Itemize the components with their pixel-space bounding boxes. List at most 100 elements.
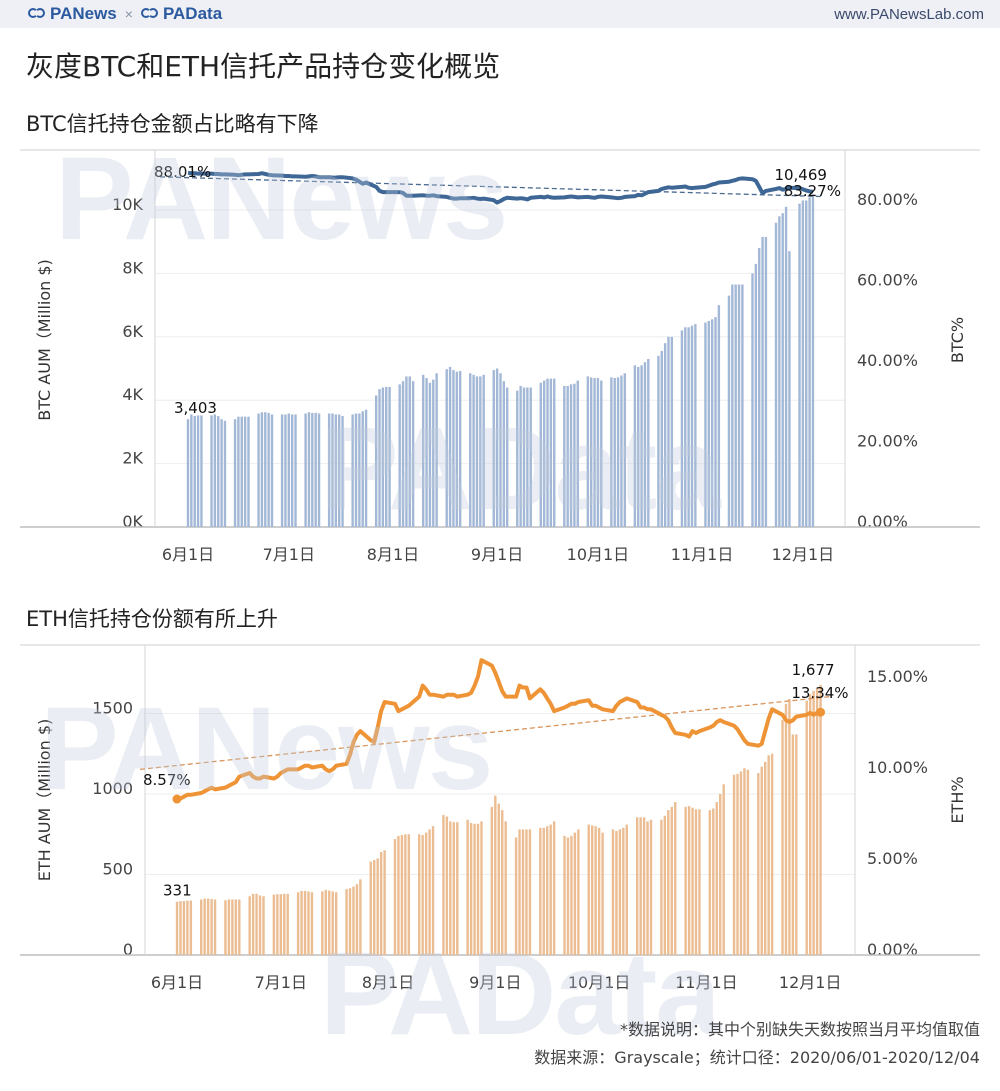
bar bbox=[448, 366, 452, 527]
bar bbox=[186, 419, 190, 527]
bar bbox=[767, 755, 770, 955]
panews-logo-icon bbox=[28, 8, 46, 20]
bar bbox=[411, 381, 415, 527]
bar bbox=[691, 807, 694, 955]
line-start-marker bbox=[172, 794, 182, 804]
bar bbox=[722, 784, 725, 955]
bar bbox=[539, 827, 542, 955]
bar bbox=[563, 835, 566, 955]
bar bbox=[374, 395, 378, 527]
bar bbox=[287, 413, 290, 527]
bar bbox=[243, 416, 247, 527]
bar bbox=[304, 413, 307, 527]
bar bbox=[506, 387, 509, 527]
bar bbox=[698, 809, 701, 955]
bar bbox=[381, 387, 385, 527]
bar bbox=[314, 412, 317, 527]
bar bbox=[714, 317, 717, 527]
bar bbox=[492, 370, 495, 527]
bar bbox=[247, 416, 250, 527]
bar bbox=[435, 373, 438, 527]
bar bbox=[284, 414, 287, 527]
bar bbox=[442, 814, 445, 955]
bar bbox=[345, 888, 348, 955]
bar bbox=[267, 412, 270, 527]
share-line bbox=[187, 170, 814, 205]
bar bbox=[341, 416, 344, 527]
bar bbox=[257, 413, 260, 527]
bar bbox=[573, 383, 576, 527]
bar bbox=[501, 810, 504, 955]
y-left-tick-label: 6K bbox=[122, 322, 143, 341]
bar bbox=[552, 821, 556, 955]
bar bbox=[338, 414, 341, 527]
bar bbox=[376, 858, 379, 955]
bar bbox=[400, 835, 404, 955]
bar bbox=[233, 419, 237, 527]
y-right-tick-label: 0.00% bbox=[867, 940, 918, 959]
btc-chart-title: BTC信托持仓金额占比略有下降 bbox=[26, 112, 319, 136]
bar bbox=[425, 378, 428, 527]
bar bbox=[354, 413, 358, 527]
bar bbox=[741, 284, 744, 527]
bar bbox=[553, 378, 556, 527]
bar bbox=[307, 891, 310, 955]
brand-logos: PANews × PAData bbox=[28, 4, 222, 24]
bar bbox=[283, 893, 286, 955]
bar bbox=[542, 827, 545, 955]
bar bbox=[251, 893, 255, 955]
bar bbox=[286, 893, 289, 955]
bar bbox=[805, 700, 808, 955]
bar bbox=[393, 839, 397, 955]
y-right-tick-label: 40.00% bbox=[857, 351, 918, 370]
bar bbox=[479, 376, 482, 527]
bar bbox=[795, 734, 798, 955]
bar bbox=[566, 385, 569, 527]
y-left-axis-title: ETH AUM（Million $) bbox=[35, 719, 54, 882]
brand-separator: × bbox=[124, 6, 133, 22]
bar bbox=[502, 381, 506, 527]
bar bbox=[203, 898, 206, 955]
line-start-label: 88.01% bbox=[154, 163, 211, 181]
bar bbox=[719, 794, 722, 955]
bar bbox=[643, 362, 647, 527]
bar bbox=[712, 808, 715, 955]
x-tick-label: 9月1日 bbox=[471, 545, 523, 564]
bar bbox=[210, 898, 213, 955]
bar bbox=[528, 829, 532, 955]
bar bbox=[379, 851, 383, 955]
bar bbox=[200, 899, 203, 955]
bar bbox=[640, 365, 643, 527]
bar-end-label: 10,469 bbox=[774, 166, 827, 184]
bar bbox=[573, 832, 577, 955]
bar bbox=[549, 824, 552, 955]
bar bbox=[294, 414, 297, 527]
bar bbox=[708, 810, 712, 955]
bar bbox=[428, 829, 431, 955]
bar bbox=[526, 387, 529, 527]
bar bbox=[594, 826, 597, 955]
line-end-label: 13.34% bbox=[791, 684, 848, 702]
bar bbox=[788, 251, 791, 527]
bar bbox=[549, 378, 553, 527]
bar bbox=[260, 412, 264, 527]
bar bbox=[731, 284, 734, 527]
bar bbox=[622, 827, 625, 955]
bar bbox=[680, 330, 684, 527]
bar bbox=[670, 806, 673, 955]
bar bbox=[778, 216, 781, 527]
bar bbox=[707, 320, 710, 527]
bar bbox=[694, 324, 697, 527]
bar bbox=[307, 412, 311, 527]
bar bbox=[456, 822, 459, 955]
bar bbox=[727, 295, 731, 527]
bar bbox=[452, 370, 455, 527]
bar bbox=[812, 690, 815, 955]
bar bbox=[311, 412, 314, 527]
bar bbox=[196, 415, 200, 527]
bar bbox=[331, 413, 334, 527]
bar bbox=[220, 419, 223, 527]
share-line bbox=[176, 658, 821, 801]
bar bbox=[618, 829, 622, 955]
bar bbox=[815, 687, 819, 955]
